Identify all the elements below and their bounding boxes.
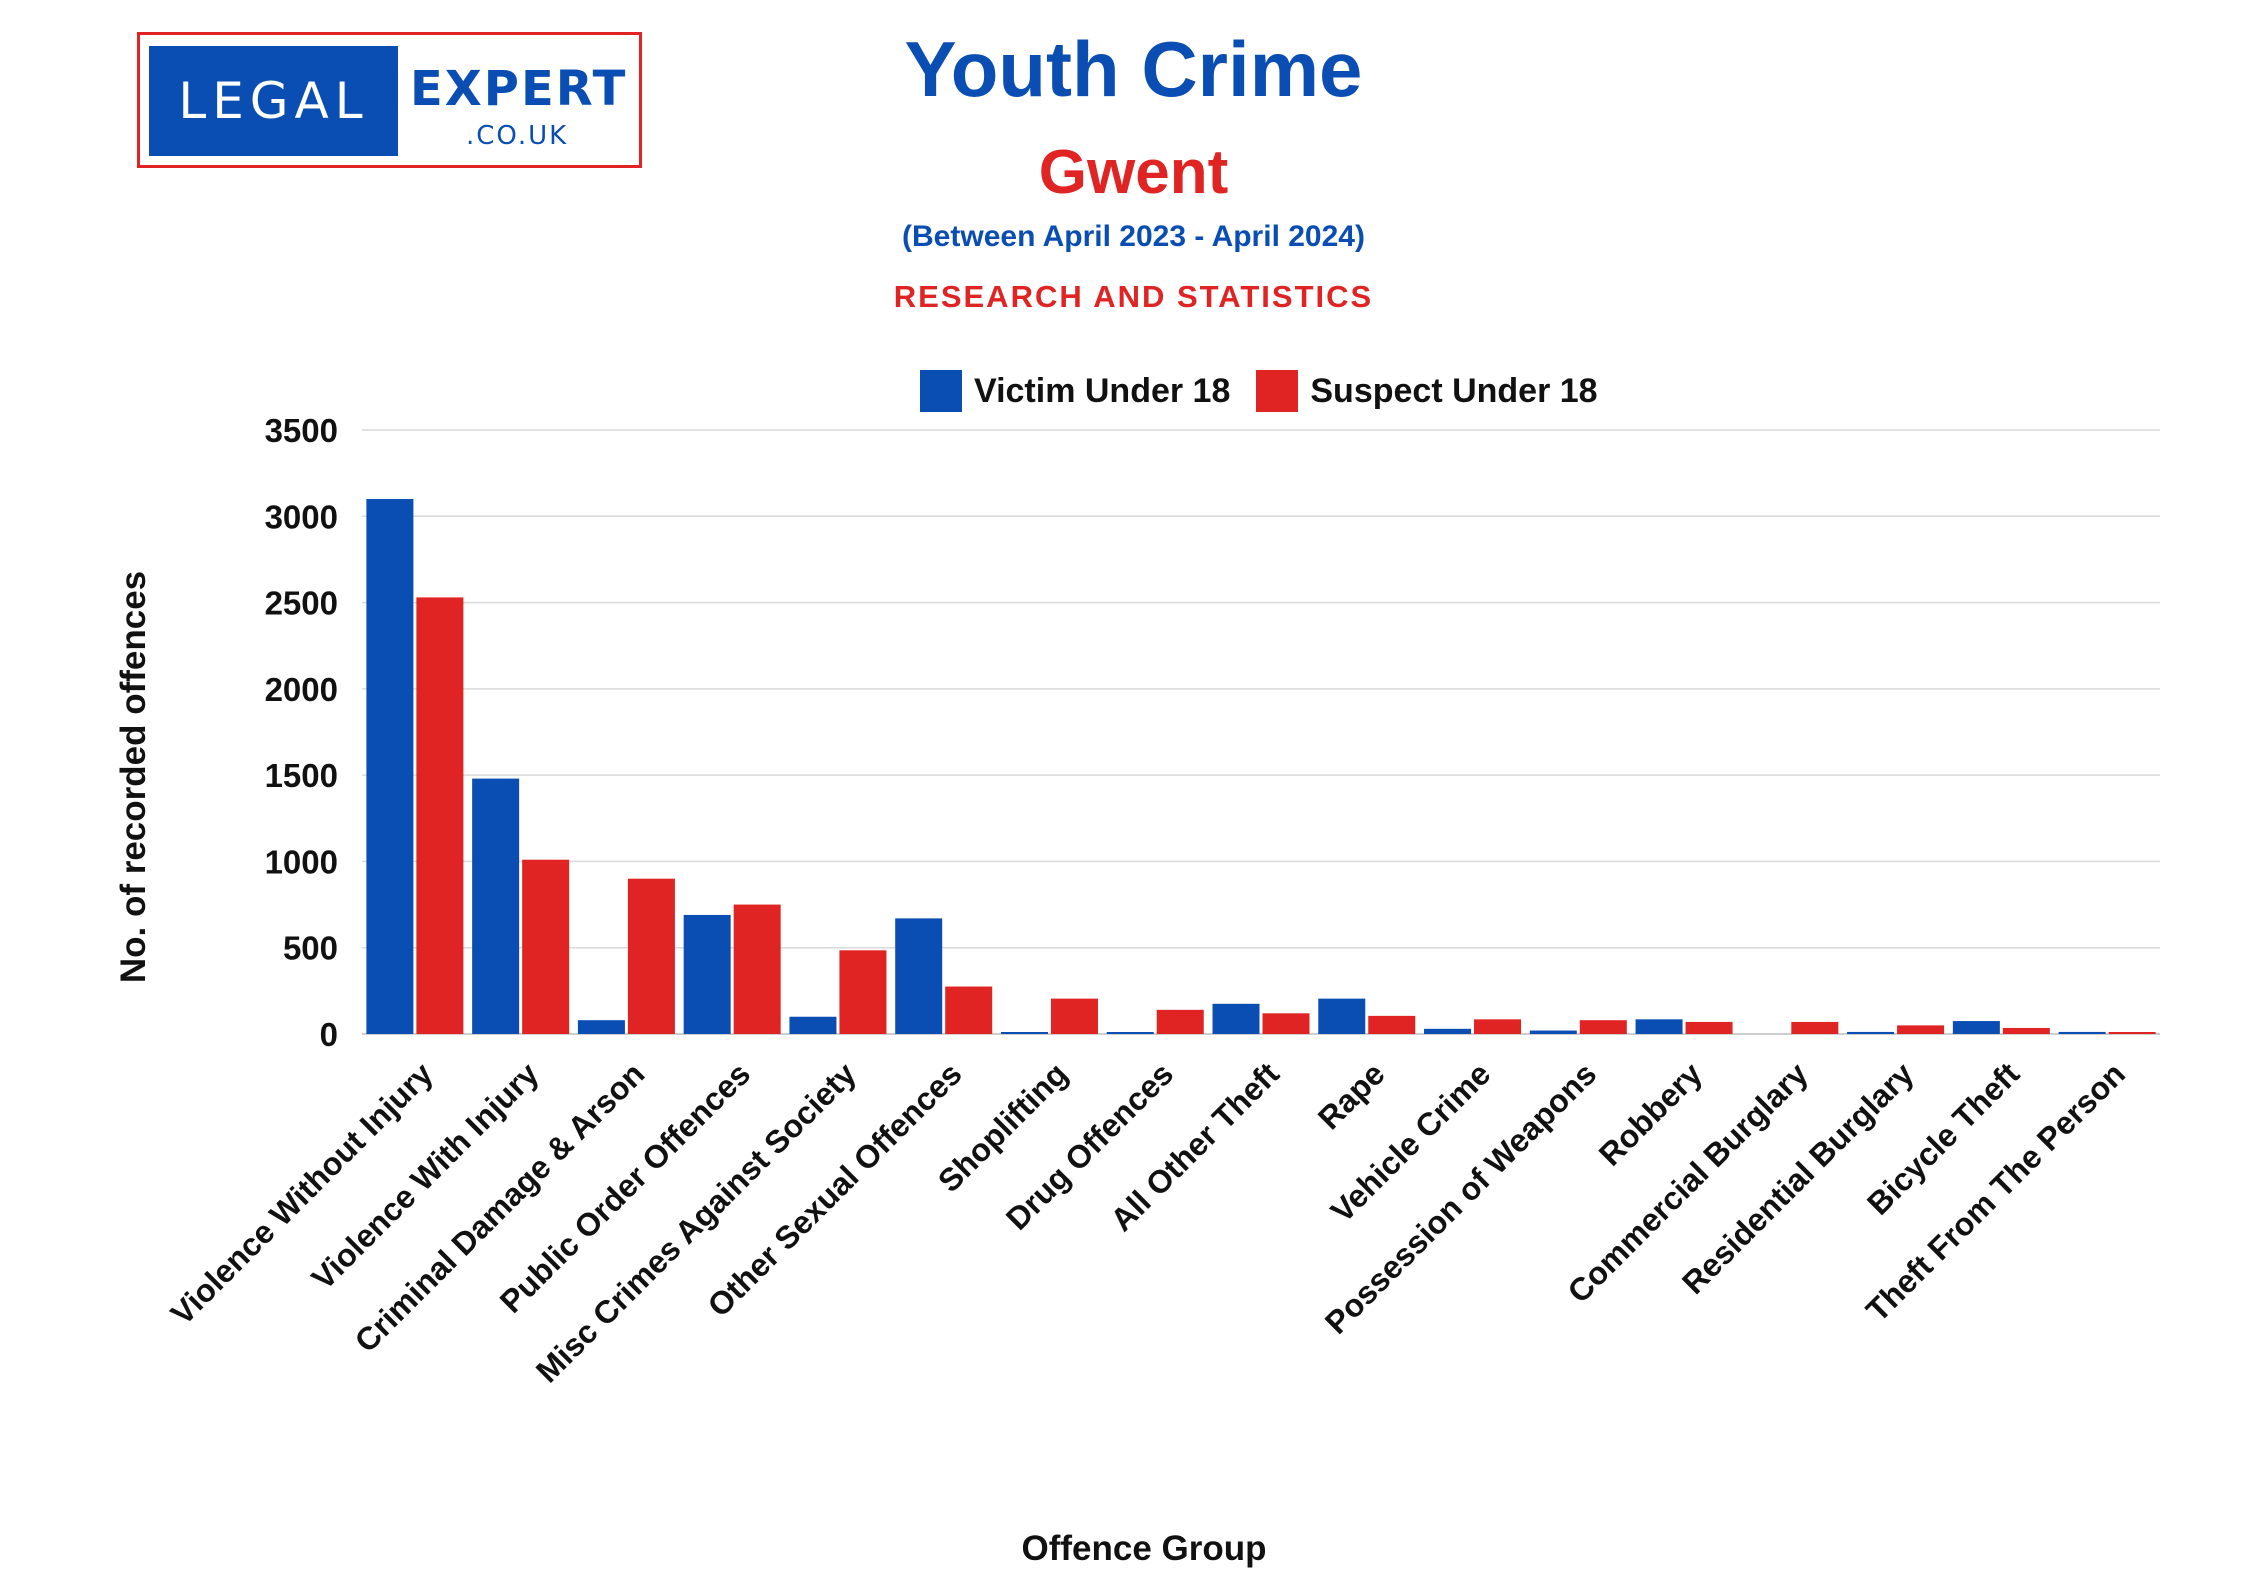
bar-victim — [895, 918, 943, 1034]
bar-suspect — [522, 859, 570, 1034]
legend-item-victim: Victim Under 18 — [920, 370, 1230, 412]
legend-label-suspect: Suspect Under 18 — [1310, 371, 1598, 410]
bar-suspect — [1579, 1020, 1627, 1034]
bar-suspect — [627, 878, 675, 1034]
bar-suspect — [1474, 1019, 1522, 1034]
bar-victim — [2058, 1031, 2106, 1034]
y-axis-label: No. of recorded offences — [114, 571, 153, 983]
y-tick-label: 1500 — [265, 757, 338, 794]
bar-victim — [472, 778, 520, 1034]
bar-victim — [1212, 1003, 1260, 1034]
chart-period: (Between April 2023 - April 2024) — [902, 220, 1365, 253]
y-tick-label: 3000 — [265, 498, 338, 535]
legend-label-victim: Victim Under 18 — [974, 371, 1231, 410]
bar-suspect — [1791, 1021, 1839, 1034]
y-tick-label: 1000 — [265, 843, 338, 880]
chart-title: Youth Crime — [904, 25, 1363, 113]
x-axis-label: Offence Group — [1021, 1529, 1266, 1568]
bar-suspect — [839, 950, 887, 1034]
bar-suspect — [2002, 1027, 2050, 1034]
bar-victim — [1952, 1021, 2000, 1034]
bar-victim — [1635, 1019, 1683, 1034]
bar-victim — [1529, 1030, 1577, 1034]
bar-suspect — [1262, 1013, 1310, 1034]
bar-suspect — [1897, 1025, 1945, 1034]
logo-couk-text: .CO.UK — [466, 121, 569, 151]
legend-item-suspect: Suspect Under 18 — [1256, 370, 1598, 412]
bar-victim — [1000, 1032, 1048, 1034]
bar-suspect — [1050, 998, 1098, 1034]
y-tick-label: 500 — [283, 930, 338, 967]
logo-legal-text: LEGAL — [149, 46, 398, 156]
bar-suspect — [2108, 1032, 2156, 1034]
bar-suspect — [416, 597, 464, 1034]
bar-victim — [789, 1016, 837, 1034]
bar-suspect — [1368, 1015, 1416, 1034]
y-tick-label: 2000 — [265, 671, 338, 708]
chart-subtitle: Gwent — [1038, 138, 1229, 207]
legend: Victim Under 18 Suspect Under 18 — [920, 370, 1624, 412]
y-tick-label: 2500 — [265, 585, 338, 622]
bar-suspect — [1156, 1009, 1204, 1034]
y-tick-label: 3500 — [265, 412, 338, 449]
bar-suspect — [945, 986, 993, 1034]
chart-tagline: RESEARCH AND STATISTICS — [893, 279, 1374, 314]
bar-suspect — [1685, 1021, 1733, 1034]
bar-victim — [1106, 1032, 1154, 1034]
x-tick-label: Rape — [1311, 1055, 1392, 1136]
y-tick-label: 0 — [320, 1016, 338, 1053]
legend-swatch-victim — [920, 370, 962, 412]
logo: LEGAL EXPERT .CO.UK — [137, 32, 642, 168]
bar-victim — [1847, 1031, 1895, 1034]
bar-victim — [683, 914, 731, 1034]
logo-expert-text: EXPERT — [410, 61, 628, 117]
bar-victim — [366, 499, 414, 1034]
legend-swatch-suspect — [1256, 370, 1299, 412]
bar-victim — [1318, 998, 1366, 1034]
bar-victim — [577, 1020, 625, 1034]
bar-victim — [1424, 1028, 1472, 1034]
bar-suspect — [733, 904, 781, 1034]
